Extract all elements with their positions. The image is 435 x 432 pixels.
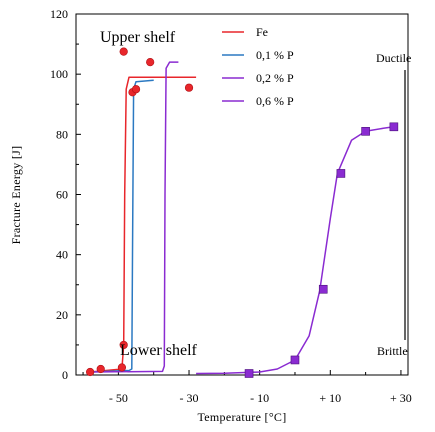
- legend-label-3: 0,6 % P: [256, 94, 294, 108]
- series-lines: [90, 61, 395, 375]
- y-axis-title: Fracture Energy [J]: [9, 146, 23, 245]
- data-point: [96, 364, 105, 374]
- legend: Fe 0,1 % P 0,2 % P 0,6 % P: [222, 25, 294, 108]
- y-tick-label: 60: [56, 188, 68, 202]
- x-axis: - 50 - 30 - 10 + 10 + 30: [82, 370, 412, 405]
- x-tick-label: - 30: [180, 391, 199, 405]
- legend-label-1: 0,1 % P: [256, 48, 294, 62]
- y-tick-label: 40: [56, 248, 68, 262]
- series-line-2: [90, 61, 179, 373]
- data-point: [131, 85, 141, 94]
- data-point: [119, 47, 128, 56]
- lower-shelf-label: Lower shelf: [120, 342, 198, 359]
- ductile-label: Ductile: [376, 51, 411, 65]
- data-point: [290, 355, 300, 365]
- legend-label-2: 0,2 % P: [256, 71, 294, 85]
- y-tick-label: 0: [62, 368, 68, 382]
- series-line-3: [196, 126, 395, 375]
- data-point: [389, 122, 399, 132]
- x-axis-title: Temperature [°C]: [197, 410, 286, 424]
- data-point: [318, 284, 328, 294]
- plot-frame: [75, 13, 409, 376]
- y-tick-label: 20: [56, 308, 68, 322]
- series-line-0: [90, 76, 197, 373]
- brittle-label: Brittle: [377, 344, 408, 358]
- y-tick-label: 120: [50, 7, 68, 21]
- x-tick-label: - 10: [250, 391, 269, 405]
- y-tick-label: 80: [56, 127, 68, 141]
- data-point: [119, 340, 128, 350]
- data-point: [146, 58, 155, 67]
- data-point: [361, 127, 370, 136]
- y-tick-label: 100: [50, 67, 68, 81]
- data-point: [336, 169, 346, 178]
- data-point: [86, 367, 95, 377]
- legend-label-0: Fe: [256, 25, 268, 39]
- x-tick-label: + 30: [390, 391, 412, 405]
- upper-shelf-label: Upper shelf: [100, 29, 176, 46]
- x-tick-label: - 50: [109, 391, 128, 405]
- series-markers: [86, 47, 399, 378]
- x-tick-label: + 10: [319, 391, 341, 405]
- data-point: [184, 83, 194, 92]
- series-line-1: [90, 79, 154, 373]
- data-point: [117, 363, 127, 372]
- y-axis: 0 20 40 60 80 100 120: [50, 7, 81, 382]
- data-point: [244, 369, 254, 378]
